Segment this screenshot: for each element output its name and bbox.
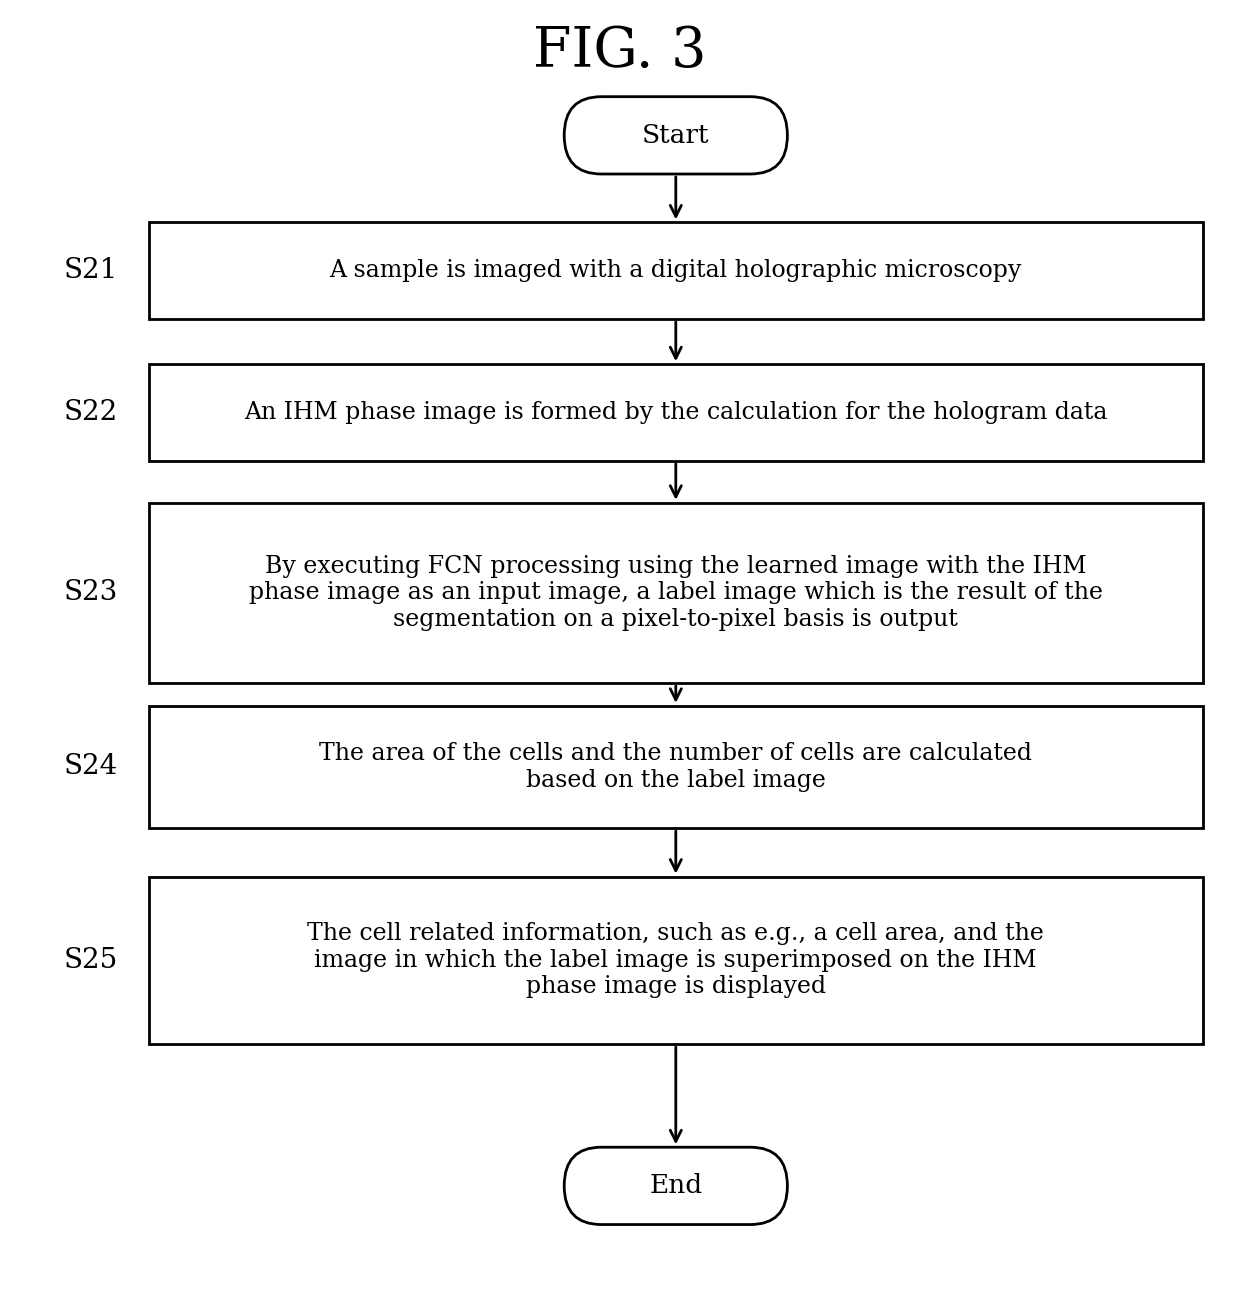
Bar [149, 706, 1203, 828]
Text: End: End [650, 1173, 702, 1199]
Text: S22: S22 [63, 400, 118, 425]
Bar [149, 363, 1203, 460]
Text: S21: S21 [63, 258, 118, 284]
Text: By executing FCN processing using the learned image with the IHM
phase image as : By executing FCN processing using the le… [249, 554, 1102, 632]
FancyBboxPatch shape [564, 97, 787, 174]
Text: The area of the cells and the number of cells are calculated
based on the label : The area of the cells and the number of … [319, 742, 1032, 791]
Bar [149, 877, 1203, 1044]
Bar [149, 222, 1203, 318]
Text: FIG. 3: FIG. 3 [533, 24, 707, 79]
Text: The cell related information, such as e.g., a cell area, and the
image in which : The cell related information, such as e.… [308, 922, 1044, 999]
Text: An IHM phase image is formed by the calculation for the hologram data: An IHM phase image is formed by the calc… [244, 401, 1107, 424]
Text: A sample is imaged with a digital holographic microscopy: A sample is imaged with a digital hologr… [330, 259, 1022, 282]
Text: S23: S23 [63, 580, 118, 606]
Bar [149, 503, 1203, 683]
Text: Start: Start [642, 122, 709, 148]
FancyBboxPatch shape [564, 1147, 787, 1225]
Text: S24: S24 [63, 754, 118, 780]
Text: S25: S25 [63, 947, 118, 973]
